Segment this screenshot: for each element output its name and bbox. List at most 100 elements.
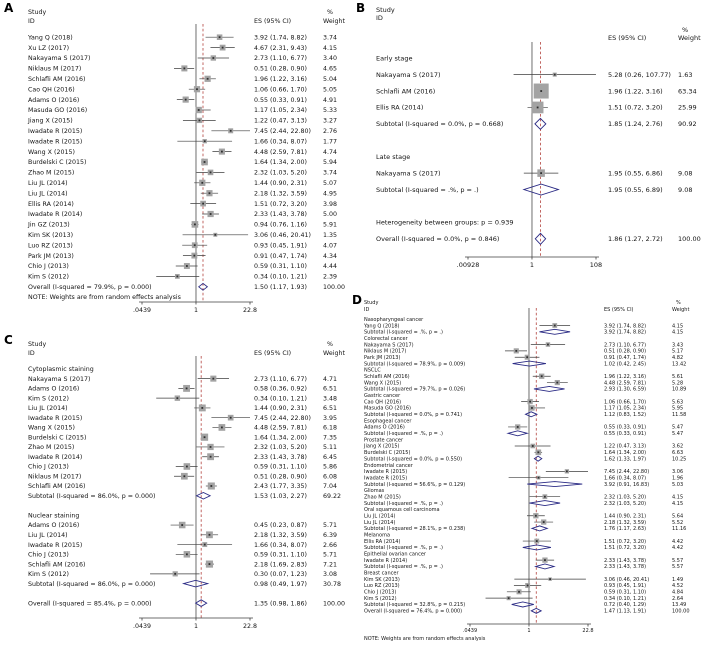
- weight-text: 5.91: [323, 222, 337, 229]
- es-ci-text: 4.67 (2.31, 9.43): [254, 45, 307, 52]
- es-ci-text: 0.55 (0.33, 0.91): [604, 425, 646, 431]
- weight-text: 5.52: [672, 520, 683, 526]
- column-header-weight: Weight: [323, 350, 345, 357]
- weight-text: 5.95: [672, 406, 683, 412]
- effect-size-point: [534, 514, 537, 517]
- es-ci-text: 1.96 (1.22, 3.16): [608, 87, 663, 95]
- weight-text: 3.27: [323, 118, 337, 125]
- study-label: Zhao M (2015): [28, 444, 74, 451]
- subtotal-label: Subtotal (I-squared = 0.0%, p = 0.550): [364, 456, 462, 462]
- es-ci-text: 2.32 (1.03, 5.20): [604, 501, 646, 507]
- es-ci-text: 1.51 (0.72, 3.20): [604, 539, 646, 545]
- study-label: Kim SK (2013): [364, 577, 400, 583]
- effect-size-point: [203, 140, 206, 143]
- weight-text: 3.98: [323, 201, 337, 208]
- subtotal-label: Subtotal (I-squared = 32.8%, p = 0.215): [364, 602, 465, 608]
- x-axis-tick-label: .00928: [457, 261, 480, 269]
- weight-text: 9.08: [678, 186, 692, 194]
- subtotal-label: Subtotal (I-squared = 86.0%, p = 0.000): [28, 493, 155, 500]
- panel-b-letter: B: [356, 1, 366, 15]
- effect-size-point: [193, 254, 196, 257]
- effect-size-point: [537, 476, 540, 479]
- es-ci-text: 2.73 (1.10, 6.77): [604, 342, 646, 348]
- study-label: Kim S (2012): [28, 571, 69, 578]
- es-ci-text: 1.62 (1.33, 1.97): [604, 456, 646, 462]
- study-label: Wang X (2015): [364, 380, 401, 386]
- effect-size-point: [543, 495, 546, 498]
- pooled-diamond: [534, 232, 547, 245]
- es-ci-text: 3.92 (1.74, 8.82): [604, 330, 646, 336]
- weight-text: 9.08: [678, 169, 692, 177]
- pooled-diamond: [506, 430, 529, 437]
- effect-size-point: [526, 356, 529, 359]
- weight-text: 100.00: [323, 284, 345, 291]
- es-ci-text: 1.64 (1.34, 2.00): [254, 159, 307, 166]
- study-label: Jiang X (2015): [363, 444, 400, 450]
- effect-size-point: [196, 88, 198, 91]
- column-header-id: ID: [364, 307, 369, 313]
- pooled-diamond: [181, 579, 210, 588]
- study-label: Park JM (2013): [28, 253, 74, 260]
- study-label: Chio J (2013): [28, 464, 69, 471]
- study-label: Nakayama S (2017): [376, 169, 441, 177]
- study-label: Kim S (2012): [28, 274, 69, 281]
- study-label: Jiang X (2015): [27, 118, 73, 125]
- effect-size-point: [212, 377, 215, 380]
- es-ci-text: 2.32 (1.03, 5.20): [254, 170, 307, 177]
- es-ci-text: 2.33 (1.43, 3.78): [604, 558, 646, 564]
- effect-size-point: [201, 407, 204, 409]
- es-ci-text: 1.66 (0.34, 8.07): [604, 475, 646, 481]
- es-ci-text: 0.45 (0.23, 0.87): [254, 522, 307, 529]
- column-header-study: Study: [376, 6, 395, 14]
- es-ci-text: 2.32 (1.03, 5.20): [254, 444, 307, 451]
- subtotal-label: Subtotal (I-squared = 56.6%, p = 0.129): [364, 482, 465, 488]
- study-label: Nakayama S (2017): [376, 71, 441, 79]
- effect-size-point: [185, 553, 188, 556]
- subtotal-label: Subtotal (I-squared = .%, p = .): [364, 564, 443, 570]
- study-label: Liu JL (2014): [28, 532, 68, 539]
- weight-text: 5.33: [323, 107, 337, 114]
- subtotal-label: Subtotal (I-squared = 0.0%, p = 0.741): [364, 412, 462, 418]
- effect-size-point: [174, 572, 177, 575]
- es-ci-text: 1.95 (0.55, 6.86): [608, 169, 663, 177]
- weight-text: 100.00: [672, 609, 690, 615]
- x-axis-tick-label: 1: [194, 307, 198, 314]
- column-header-percent: %: [682, 26, 688, 34]
- subtotal-label: Subtotal (I-squared = .%, p = .): [364, 431, 443, 437]
- weight-text: 4.65: [323, 66, 337, 73]
- weight-text: 4.42: [672, 539, 683, 545]
- column-header-es-ci: ES (95% CI): [254, 18, 291, 25]
- weight-text: 4.42: [672, 545, 683, 551]
- weight-text: 3.74: [323, 170, 337, 177]
- weight-text: 3.95: [323, 415, 337, 422]
- pooled-diamond: [195, 491, 212, 500]
- effect-size-point: [549, 578, 551, 581]
- pooled-diamond: [529, 500, 561, 506]
- weight-text: 11.58: [672, 412, 686, 418]
- overall-label: Overall (I-squared = 76.4%, p = 0.000): [364, 609, 462, 615]
- weight-text: 4.07: [323, 242, 337, 249]
- panel-d-letter: D: [352, 293, 362, 307]
- es-ci-text: 2.73 (1.10, 6.77): [254, 376, 307, 383]
- effect-size-point: [185, 265, 188, 267]
- weight-text: 13.42: [672, 361, 686, 367]
- subtotal-label: Subtotal (I-squared = 0.0%, p = 0.668): [376, 120, 503, 128]
- study-label: Burdelski C (2015): [28, 159, 86, 166]
- weight-text: 5.07: [323, 180, 337, 187]
- es-ci-text: 3.92 (1.74, 8.82): [254, 34, 307, 41]
- subtotal-label: Subtotal (I-squared = 79.7%, p = 0.026): [364, 387, 465, 393]
- es-ci-text: 2.18 (1.32, 3.59): [254, 190, 307, 197]
- weight-text: 100.00: [678, 235, 701, 243]
- effect-size-point: [518, 590, 520, 593]
- panel-c-forest-plot: Study ID% ES (95% CI) Weight Cytoplasmic sta…: [28, 341, 345, 630]
- pooled-diamond: [539, 328, 571, 335]
- effect-size-point: [208, 563, 211, 565]
- weight-text: 63.34: [678, 87, 697, 95]
- es-ci-text: 0.72 (0.40, 1.29): [604, 602, 646, 608]
- study-label: Cao QH (2016): [28, 86, 75, 93]
- weight-text: 5.47: [672, 425, 683, 431]
- effect-size-point: [203, 543, 206, 546]
- effect-size-point: [194, 223, 196, 226]
- study-label: Kim SK (2013): [28, 232, 73, 239]
